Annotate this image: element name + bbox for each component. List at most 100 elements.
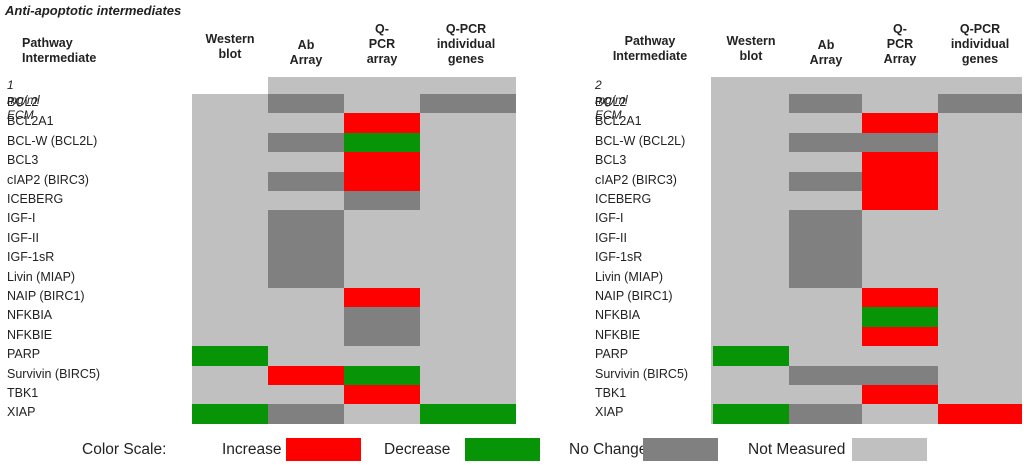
column-header-1-0: Pathway Intermediate [612, 34, 688, 63]
cell-0-2-0 [192, 132, 268, 153]
figure-title: Anti-apoptotic intermediates [5, 3, 182, 18]
cell-1-11-1 [789, 307, 862, 328]
cell-0-4-0 [192, 171, 268, 192]
row-label-1-6: IGF-I [595, 211, 624, 226]
cell-0-6-0 [192, 210, 268, 231]
cell-0-12-1 [268, 326, 344, 347]
cell-1-10-2 [862, 288, 938, 308]
row-label-0-12: NFKBIE [7, 327, 53, 342]
cell-0-12-0 [192, 326, 268, 347]
condition-row-background-0 [268, 77, 516, 94]
cell-1-15-1 [789, 385, 862, 405]
column-header-1-1: Western blot [726, 34, 776, 63]
row-label-1-3: BCL3 [595, 153, 627, 168]
cell-1-0-2 [862, 94, 938, 114]
cell-1-6-3 [938, 210, 1022, 231]
cell-1-11-0 [713, 307, 789, 328]
legend-label-not-measured: Not Measured [748, 441, 846, 458]
condition-label-0: 1 mg/ml ECM [7, 78, 40, 122]
cell-0-4-1 [268, 171, 344, 192]
cell-0-5-1 [268, 191, 344, 211]
cell-1-2-2 [862, 132, 938, 153]
row-label-1-7: IGF-II [595, 230, 627, 245]
cell-0-16-1 [268, 404, 344, 425]
cell-1-2-0 [713, 132, 789, 153]
cell-0-10-0 [192, 288, 268, 308]
cell-1-7-1 [789, 229, 862, 250]
row-label-0-2: BCL-W (BCL2L) [7, 133, 98, 148]
cell-1-9-0 [713, 268, 789, 289]
cell-0-16-2 [344, 404, 420, 425]
legend-label-increase: Increase [222, 441, 282, 458]
row-label-1-12: NFKBIE [595, 327, 641, 342]
cell-1-3-0 [713, 152, 789, 173]
cell-0-10-1 [268, 288, 344, 308]
cell-1-7-0 [713, 229, 789, 250]
cell-1-15-3 [938, 385, 1022, 405]
cell-1-4-1 [789, 171, 862, 192]
row-label-1-4: cIAP2 (BIRC3) [595, 172, 677, 187]
cell-1-15-0 [713, 385, 789, 405]
cell-1-4-0 [713, 171, 789, 192]
cell-0-3-3 [420, 152, 516, 173]
cell-0-14-1 [268, 365, 344, 386]
cell-1-9-3 [938, 268, 1022, 289]
cell-0-15-2 [344, 385, 420, 405]
cell-1-13-2 [862, 346, 938, 367]
legend-label-no-change: No Change [569, 441, 648, 458]
cell-0-15-1 [268, 385, 344, 405]
cell-0-8-0 [192, 249, 268, 270]
row-label-0-5: ICEBERG [7, 192, 64, 206]
column-header-0-0: Pathway Intermediate [22, 36, 97, 65]
cell-1-3-3 [938, 152, 1022, 173]
condition-row-background-1 [713, 77, 1022, 94]
column-header-1-2: Ab Array [809, 38, 843, 67]
cell-1-5-2 [862, 191, 938, 211]
legend-swatch-decrease [465, 438, 540, 461]
cell-1-0-1 [789, 94, 862, 114]
cell-1-7-3 [938, 229, 1022, 250]
cell-0-5-0 [192, 191, 268, 211]
cell-0-14-0 [192, 365, 268, 386]
row-label-1-5: ICEBERG [595, 192, 652, 206]
cell-1-5-0 [713, 191, 789, 211]
cell-1-1-2 [862, 113, 938, 134]
cell-0-5-2 [344, 191, 420, 211]
column-header-0-1: Western blot [205, 32, 255, 61]
cell-1-14-2 [862, 365, 938, 386]
cell-1-12-1 [789, 326, 862, 347]
cell-1-7-2 [862, 229, 938, 250]
cell-0-3-1 [268, 152, 344, 173]
cell-0-1-1 [268, 113, 344, 134]
cell-0-6-3 [420, 210, 516, 231]
cell-0-11-3 [420, 307, 516, 328]
cell-0-11-1 [268, 307, 344, 328]
cell-0-2-3 [420, 132, 516, 153]
cell-1-11-3 [938, 307, 1022, 328]
cell-1-5-1 [789, 191, 862, 211]
cell-0-2-1 [268, 132, 344, 153]
cell-1-16-2 [862, 404, 938, 425]
cell-0-7-2 [344, 229, 420, 250]
cell-1-13-3 [938, 346, 1022, 367]
cell-0-13-3 [420, 346, 516, 367]
row-label-1-9: Livin (MIAP) [595, 269, 664, 284]
row-label-1-11: NFKBIA [595, 308, 641, 323]
row-label-0-7: IGF-II [7, 230, 39, 245]
cell-1-5-3 [938, 191, 1022, 211]
cell-0-8-1 [268, 249, 344, 270]
cell-0-10-3 [420, 288, 516, 308]
cell-1-1-0 [713, 113, 789, 134]
row-label-0-6: IGF-I [7, 211, 36, 226]
legend-swatch-not-measured [852, 438, 927, 461]
cell-1-6-2 [862, 210, 938, 231]
row-label-0-10: NAIP (BIRC1) [7, 289, 85, 303]
row-label-0-3: BCL3 [7, 153, 39, 168]
cell-1-8-0 [713, 249, 789, 270]
row-label-0-1: BCL2A1 [7, 114, 54, 129]
cell-0-0-3 [420, 94, 516, 114]
cell-1-6-0 [713, 210, 789, 231]
cell-0-0-0 [192, 94, 268, 114]
cell-1-4-2 [862, 171, 938, 192]
cell-0-9-3 [420, 268, 516, 289]
